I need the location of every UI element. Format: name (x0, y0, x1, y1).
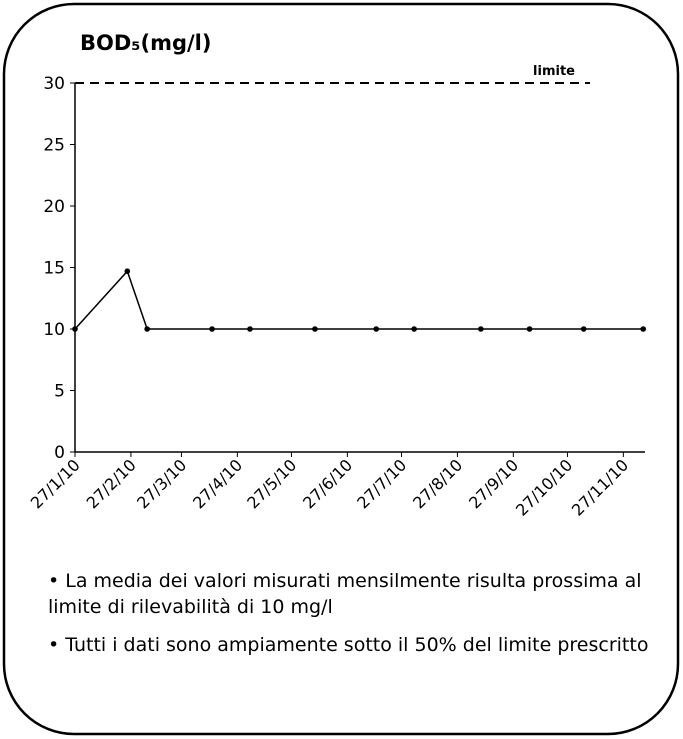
y-tick-label: 10 (43, 320, 65, 340)
x-tick-label: 27/10/10 (512, 455, 576, 519)
note: • La media dei valori misurati mensilmen… (48, 570, 642, 618)
y-tick-label: 25 (43, 136, 65, 156)
y-tick-label: 15 (43, 259, 65, 279)
x-tick-label: 27/11/10 (568, 455, 632, 519)
x-tick-label: 27/7/10 (353, 455, 410, 512)
point (312, 326, 318, 332)
x-tick-label: 27/3/10 (133, 455, 190, 512)
x-tick-label: 27/5/10 (243, 455, 300, 512)
point (124, 268, 131, 274)
x-tick-label: 27/2/10 (83, 455, 140, 512)
point (373, 326, 380, 332)
point (411, 326, 417, 332)
x-tick-label: 27/1/10 (27, 455, 84, 512)
y-tick-label: 0 (54, 443, 65, 463)
point (209, 326, 215, 332)
x-tick-label: 27/4/10 (189, 455, 246, 512)
y-tick-label: 20 (43, 197, 65, 217)
point (580, 326, 587, 332)
x-tick-label: 27/6/10 (299, 455, 356, 512)
x-tick-label: 27/8/10 (409, 455, 466, 512)
point (478, 326, 484, 332)
limit-label: limite (533, 64, 575, 79)
point (144, 326, 150, 332)
point (72, 326, 78, 332)
point (526, 326, 533, 332)
note: • Tutti i dati sono ampiamente sotto il … (48, 634, 649, 656)
y-tick-label: 30 (43, 74, 65, 94)
y-tick-label: 5 (54, 382, 65, 402)
chart-title: BOD₅(mg/l) (80, 31, 211, 55)
point (247, 326, 253, 332)
line (74, 269, 644, 330)
point (640, 326, 646, 332)
